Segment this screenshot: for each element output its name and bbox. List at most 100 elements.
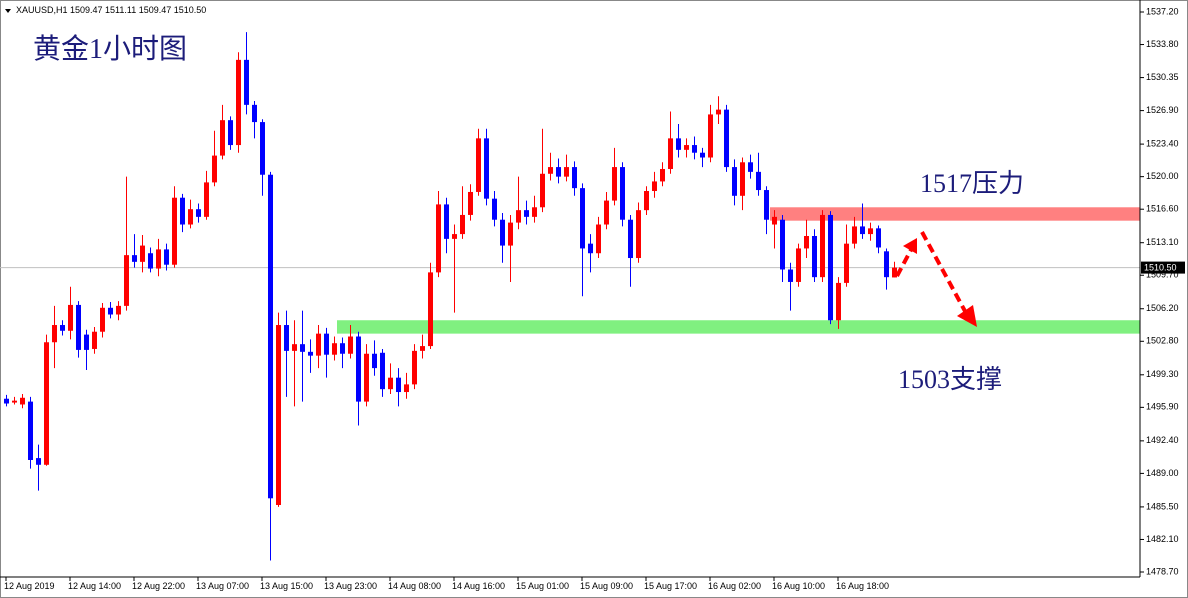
- candle-body: [828, 214, 833, 321]
- x-tick-label: 15 Aug 09:00: [580, 581, 633, 591]
- support-zone: [337, 320, 1140, 334]
- x-tick-label: 13 Aug 23:00: [324, 581, 377, 591]
- y-tick-label: 1495.90: [1146, 402, 1179, 412]
- candle-body: [340, 343, 345, 354]
- candle-body: [764, 190, 769, 220]
- candle-body: [108, 307, 113, 315]
- candle-body: [284, 325, 289, 351]
- x-tick-label: 14 Aug 08:00: [388, 581, 441, 591]
- candle-body: [204, 182, 209, 217]
- candle-body: [436, 204, 441, 273]
- candle-body: [364, 353, 369, 402]
- candle-body: [516, 210, 521, 223]
- candle-body: [244, 59, 249, 105]
- candle-body: [12, 400, 17, 403]
- candle-body: [420, 346, 425, 351]
- x-tick-label: 13 Aug 07:00: [196, 581, 249, 591]
- candle-body: [868, 228, 873, 235]
- candle-body: [748, 162, 753, 172]
- candle-body: [292, 344, 297, 351]
- candle-body: [268, 174, 273, 499]
- candle-body: [164, 249, 169, 265]
- candle-body: [836, 282, 841, 321]
- candle-body: [356, 336, 361, 402]
- candle-body: [220, 120, 225, 156]
- x-tick-label: 16 Aug 10:00: [772, 581, 825, 591]
- candle-body: [452, 234, 457, 239]
- x-tick-label: 15 Aug 17:00: [644, 581, 697, 591]
- candle-body: [620, 167, 625, 220]
- candle-body: [796, 248, 801, 282]
- x-tick-label: 16 Aug 02:00: [708, 581, 761, 591]
- candle-body: [260, 122, 265, 175]
- annotation: 1517压力: [920, 169, 1024, 198]
- candle-body: [332, 343, 337, 355]
- candle-body: [852, 226, 857, 244]
- candle-body: [716, 109, 721, 115]
- candle-body: [212, 155, 217, 183]
- candle-body: [180, 197, 185, 225]
- candle-body: [380, 352, 385, 390]
- x-tick-label: 15 Aug 01:00: [516, 581, 569, 591]
- candle-body: [52, 325, 57, 343]
- candle-body: [76, 304, 81, 350]
- y-tick-label: 1482.10: [1146, 534, 1179, 544]
- y-tick-label: 1533.80: [1146, 39, 1179, 49]
- candle-body: [4, 398, 9, 404]
- candle-body: [876, 228, 881, 248]
- candle-body: [92, 331, 97, 349]
- trend-arrow: [895, 231, 977, 327]
- chart-title: 黄金1小时图: [33, 33, 187, 65]
- menu-triangle: [5, 9, 11, 13]
- arrow-up: [895, 247, 914, 277]
- candle-body: [860, 226, 865, 235]
- x-tick-label: 12 Aug 14:00: [68, 581, 121, 591]
- candle-body: [68, 304, 73, 331]
- candle-body: [428, 272, 433, 347]
- candle-body: [188, 209, 193, 225]
- y-tick-label: 1523.40: [1146, 138, 1179, 148]
- x-tick-label: 13 Aug 15:00: [260, 581, 313, 591]
- candle-body: [700, 152, 705, 158]
- candle-body: [348, 336, 353, 354]
- candle-body: [788, 269, 793, 282]
- candle-body: [604, 200, 609, 225]
- y-tick-label: 1520.00: [1146, 171, 1179, 181]
- candle-body: [252, 104, 257, 123]
- y-tick-label: 1485.50: [1146, 501, 1179, 511]
- annotation: 1503支撑: [898, 365, 1002, 394]
- x-tick-label: 16 Aug 18:00: [836, 581, 889, 591]
- y-tick-label: 1537.20: [1146, 6, 1179, 16]
- candle-body: [412, 350, 417, 385]
- candle-body: [668, 138, 673, 169]
- candle-body: [756, 171, 761, 191]
- candle-body: [492, 198, 497, 220]
- candle-body: [660, 168, 665, 182]
- candle-body: [884, 251, 889, 278]
- arrow-head: [957, 305, 977, 327]
- candle-body: [812, 236, 817, 278]
- x-tick-label: 12 Aug 22:00: [132, 581, 185, 591]
- candle-body: [732, 167, 737, 196]
- candle-body: [484, 138, 489, 199]
- candle-body: [460, 214, 465, 235]
- candle-body: [580, 188, 585, 249]
- y-tick-label: 1478.70: [1146, 566, 1179, 576]
- candle-body: [468, 191, 473, 215]
- price-label-box: [1141, 261, 1185, 274]
- resistance-zone: [770, 207, 1140, 221]
- candle-body: [740, 162, 745, 196]
- candle-body: [572, 167, 577, 189]
- candle-body: [532, 207, 537, 217]
- candle-body: [612, 167, 617, 201]
- candle-body: [148, 253, 153, 269]
- candle-body: [156, 249, 161, 269]
- candle-body: [36, 458, 41, 465]
- candle-body: [236, 59, 241, 146]
- candle-body: [804, 236, 809, 249]
- y-tick-label: 1506.20: [1146, 303, 1179, 313]
- candle-body: [892, 267, 897, 278]
- candle-body: [196, 209, 201, 217]
